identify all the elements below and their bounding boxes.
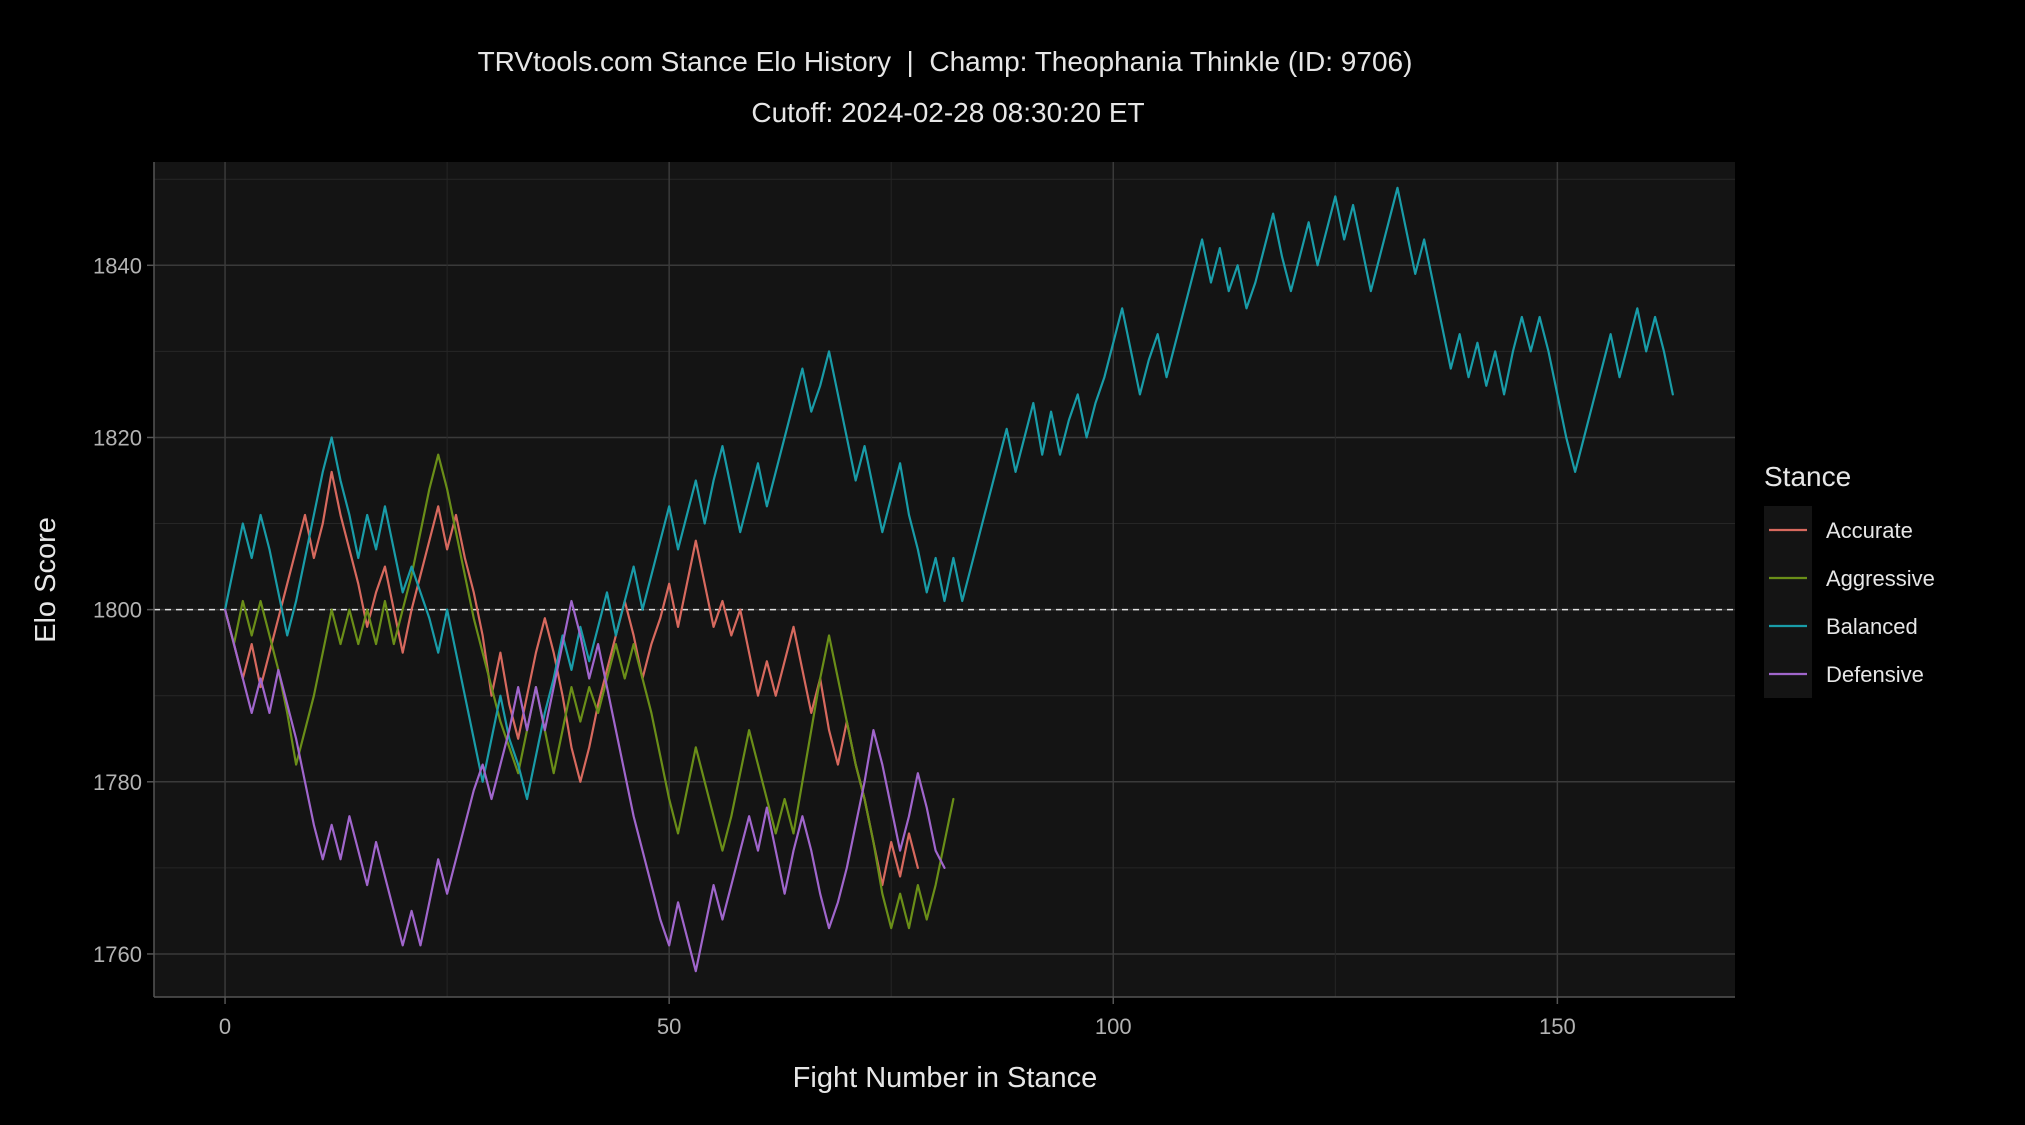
y-tick-label: 1820 [93,425,142,450]
legend-label-accurate: Accurate [1826,518,1913,543]
x-axis-title: Fight Number in Stance [793,1062,1098,1094]
legend-label-balanced: Balanced [1826,614,1918,639]
y-axis-title: Elo Score [30,517,62,643]
legend-label-defensive: Defensive [1826,662,1924,687]
series-line-balanced [223,186,1674,801]
chart-title: TRVtools.com Stance Elo History | Champ:… [478,46,1413,77]
legend-title: Stance [1764,461,1851,492]
y-tick-label: 1840 [93,253,142,278]
series-lines [223,186,1674,973]
y-tick-label: 1780 [93,770,142,795]
series-line-defensive [223,599,946,973]
legend-label-aggressive: Aggressive [1826,566,1935,591]
series-line-accurate [223,470,919,887]
y-tick-label: 1760 [93,942,142,967]
series-line-aggressive [223,453,955,930]
legend: Stance Accurate Aggressive Balanced Defensi… [1764,461,1935,698]
y-tick-label: 1800 [93,598,142,623]
x-tick-label: 150 [1539,1014,1576,1039]
plot-panel [154,162,1735,997]
chart-subtitle: Cutoff: 2024-02-28 08:30:20 ET [751,97,1144,128]
x-tick-label: 0 [219,1014,231,1039]
x-tick-label: 100 [1095,1014,1132,1039]
grid-lines [154,162,1735,997]
axis-ticks: 0 50 100 150 1760 1780 1800 1820 1840 [93,253,1576,1039]
x-tick-label: 50 [657,1014,681,1039]
legend-key-background [1764,506,1812,698]
